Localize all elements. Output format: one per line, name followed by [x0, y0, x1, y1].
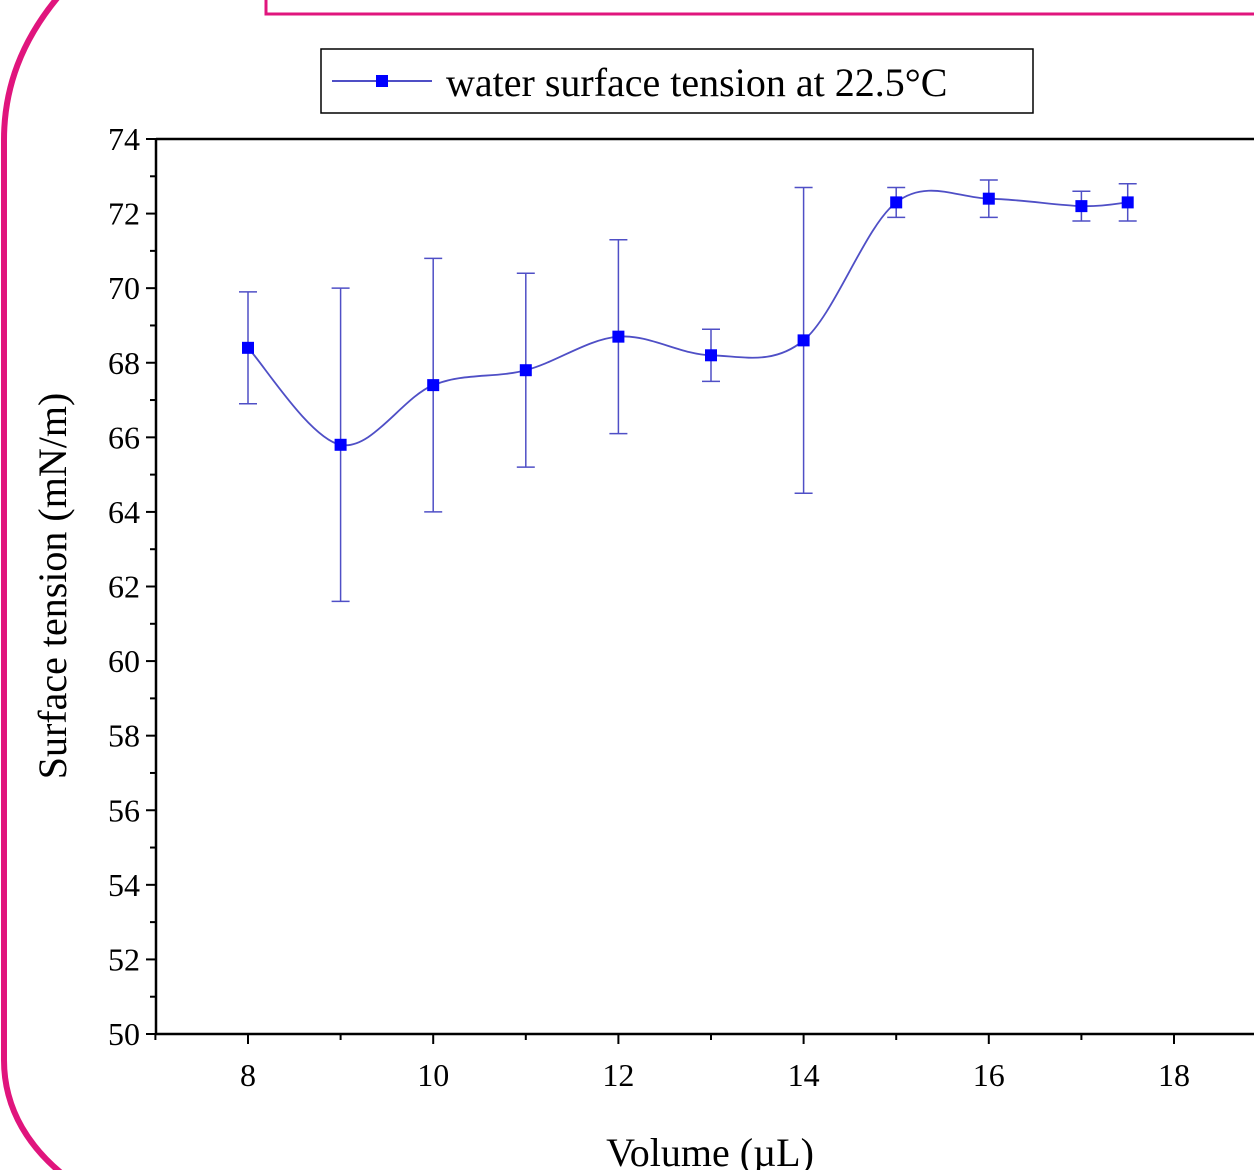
x-tick-label: 16 [973, 1057, 1005, 1093]
data-point [519, 364, 532, 377]
y-tick-label: 72 [108, 196, 140, 232]
y-tick-label: 54 [108, 867, 140, 903]
x-tick-label: 10 [417, 1057, 449, 1093]
data-point [1121, 196, 1134, 209]
x-axis-title: Volume (µL) [606, 1130, 814, 1170]
data-point [242, 341, 254, 354]
y-tick-label: 74 [108, 121, 140, 157]
y-tick-label: 70 [108, 270, 140, 306]
legend: water surface tension at 22.5°C [320, 48, 1034, 114]
x-tick-label: 14 [788, 1057, 820, 1093]
y-tick-label: 66 [108, 419, 140, 455]
legend-marker-square [376, 75, 388, 87]
y-tick-label: 64 [108, 494, 140, 530]
data-point [612, 330, 625, 343]
data-point [334, 438, 347, 451]
error-bars [239, 179, 1137, 603]
y-tick-label: 50 [108, 1016, 140, 1052]
y-axis-ticks: 50 52 54 56 58 60 62 64 66 68 70 72 74 [108, 121, 156, 1052]
y-tick-label: 52 [108, 941, 140, 977]
legend-label: water surface tension at 22.5°C [446, 60, 947, 105]
frame-border [0, 0, 63, 1170]
data-point [890, 196, 903, 209]
x-tick-label: 12 [602, 1057, 634, 1093]
data-point [797, 334, 810, 347]
axes [154, 137, 1254, 1036]
y-tick-label: 60 [108, 643, 140, 679]
y-tick-label: 68 [108, 345, 140, 381]
x-axis-ticks: 8 10 12 14 16 18 [154, 1034, 1190, 1093]
x-tick-label: 18 [1158, 1057, 1190, 1093]
legend-box [320, 48, 1034, 114]
data-point [705, 349, 717, 362]
data-point [1075, 200, 1088, 213]
caption-box [264, 0, 1254, 16]
series-line [247, 189, 1128, 447]
y-tick-label: 56 [108, 792, 140, 828]
data-markers [242, 192, 1134, 451]
y-axis-title: Surface tension (mN/m) [30, 393, 75, 780]
x-tick-label: 8 [240, 1057, 256, 1093]
data-point [982, 192, 995, 205]
data-point [427, 379, 440, 392]
y-tick-label: 58 [108, 718, 140, 754]
y-tick-label: 62 [108, 569, 140, 605]
